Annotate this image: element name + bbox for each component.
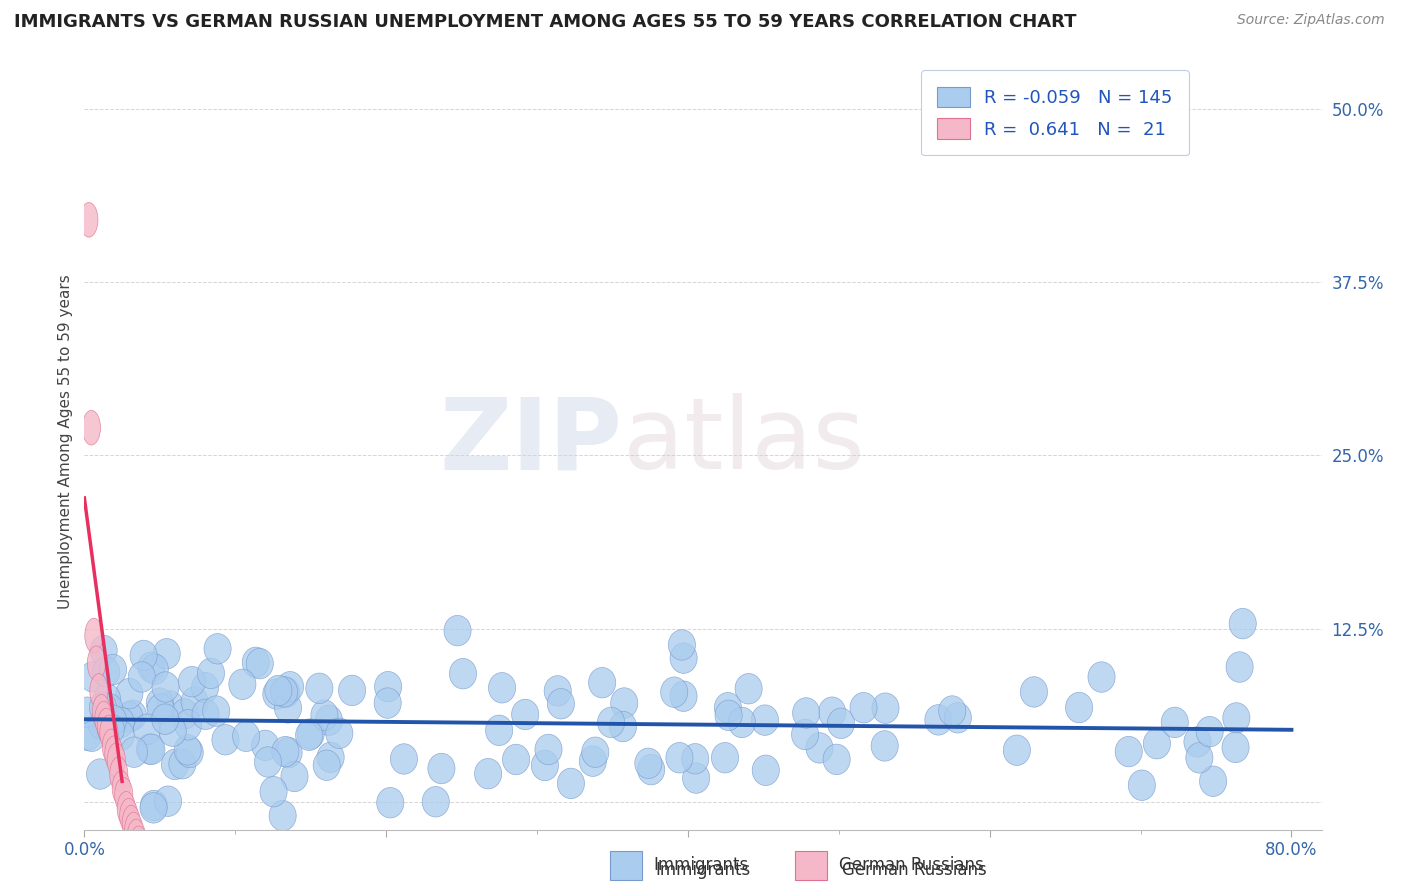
Text: German Russians: German Russians (842, 861, 986, 879)
Text: Immigrants: Immigrants (655, 861, 751, 879)
Text: Immigrants: Immigrants (654, 856, 749, 874)
FancyBboxPatch shape (796, 851, 827, 880)
Legend: R = -0.059   N = 145, R =  0.641   N =  21: R = -0.059 N = 145, R = 0.641 N = 21 (921, 70, 1189, 155)
Text: atlas: atlas (623, 393, 865, 490)
Text: German Russians: German Russians (838, 856, 983, 874)
Text: Source: ZipAtlas.com: Source: ZipAtlas.com (1237, 13, 1385, 28)
FancyBboxPatch shape (610, 851, 641, 880)
Y-axis label: Unemployment Among Ages 55 to 59 years: Unemployment Among Ages 55 to 59 years (58, 274, 73, 609)
Text: ZIP: ZIP (440, 393, 623, 490)
Text: IMMIGRANTS VS GERMAN RUSSIAN UNEMPLOYMENT AMONG AGES 55 TO 59 YEARS CORRELATION : IMMIGRANTS VS GERMAN RUSSIAN UNEMPLOYMEN… (14, 13, 1077, 31)
